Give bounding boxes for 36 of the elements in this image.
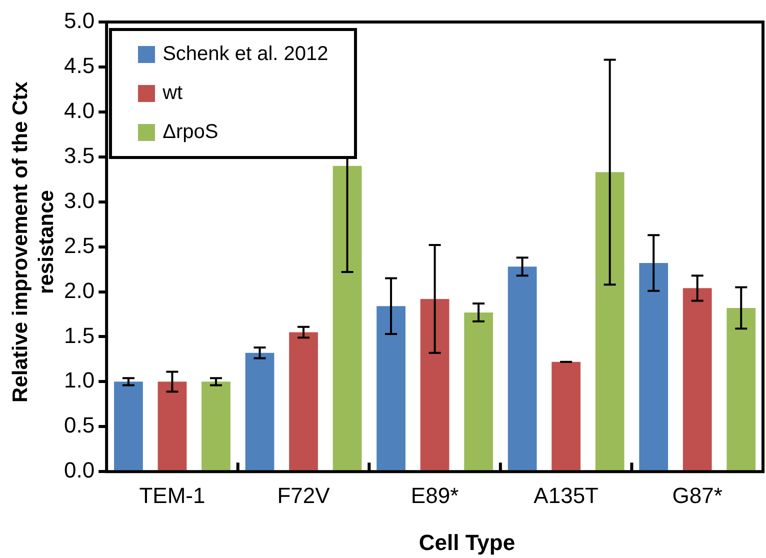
y-tick-label: 3.0: [64, 188, 95, 213]
y-tick-label: 3.5: [64, 142, 95, 168]
legend-label: Schenk et al. 2012: [162, 43, 328, 66]
y-tick-label: 1.0: [64, 368, 95, 393]
bar: [508, 266, 537, 470]
bar: [726, 308, 756, 470]
y-tick-label: 0.0: [64, 458, 95, 483]
x-tick-label: TEM-1: [139, 482, 206, 508]
x-tick-label: G87*: [672, 482, 723, 508]
bar: [245, 352, 274, 470]
bar: [595, 172, 624, 470]
y-tick-label: 2.0: [64, 278, 95, 303]
legend-label: ΔrpoS: [162, 121, 218, 144]
bar: [376, 306, 406, 470]
y-tick-label: 4.5: [64, 53, 95, 78]
bar: [639, 262, 668, 470]
bar: [420, 298, 450, 470]
y-tick-label: 5.0: [64, 8, 95, 34]
x-tick-label: A135T: [534, 482, 598, 508]
bar: [682, 288, 712, 470]
bar: [158, 382, 187, 470]
y-tick-label: 2.5: [64, 232, 95, 258]
bar: [114, 382, 143, 470]
x-tick-label: F72V: [277, 482, 330, 508]
bar: [464, 312, 493, 470]
legend-label: wt: [162, 82, 183, 105]
x-axis-title: Cell Type: [418, 530, 516, 556]
y-tick-label: 1.5: [64, 322, 95, 348]
y-axis-title: Relative improvement of the Ctx resistance: [8, 80, 59, 404]
bar: [332, 166, 362, 470]
y-tick-label: 0.5: [64, 412, 95, 438]
y-tick-label: 4.0: [64, 98, 95, 123]
x-tick-label: E89*: [410, 482, 460, 508]
bar: [552, 362, 581, 470]
bar: [202, 382, 230, 470]
bar: [289, 332, 318, 470]
